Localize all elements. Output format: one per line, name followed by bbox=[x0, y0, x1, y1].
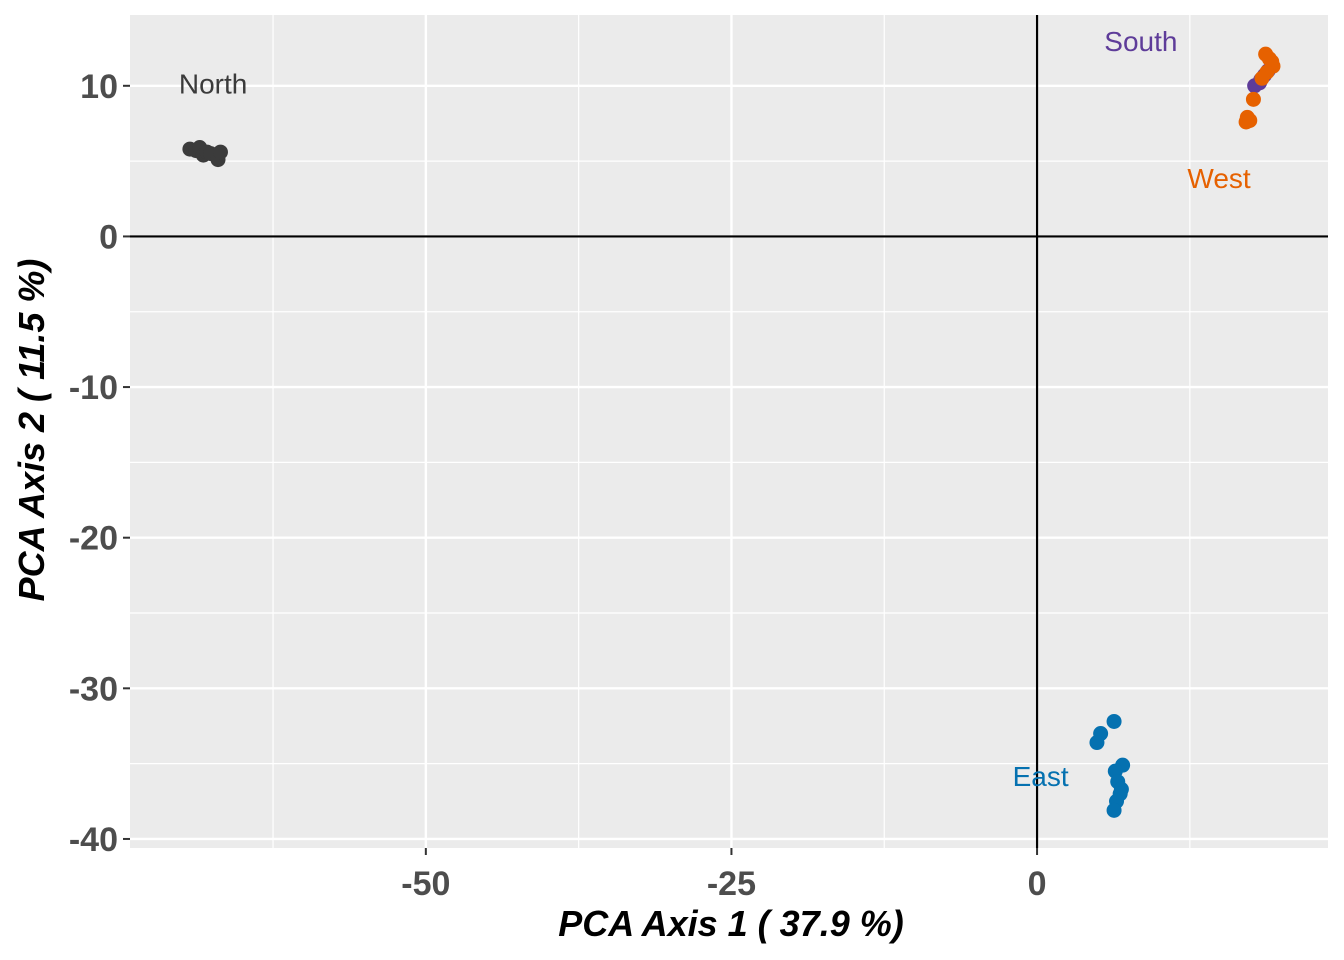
grid-minor bbox=[130, 15, 1328, 848]
x-axis-ticks: -50 -25 0 bbox=[401, 848, 1047, 903]
y-tick-label: -30 bbox=[69, 670, 118, 708]
y-axis-title: PCA Axis 2 ( 11.5 %) bbox=[11, 259, 52, 602]
panel-background bbox=[130, 15, 1328, 848]
x-tick-label: -50 bbox=[401, 865, 450, 903]
point-north bbox=[212, 144, 228, 160]
y-tick-label: 0 bbox=[99, 218, 118, 256]
y-tick-label: -20 bbox=[69, 520, 118, 558]
y-tick-label: -10 bbox=[69, 369, 118, 407]
group-label-north: North bbox=[179, 68, 247, 99]
point-west bbox=[1254, 70, 1270, 86]
group-label-south: South bbox=[1104, 26, 1177, 57]
y-tick-label: -40 bbox=[69, 821, 118, 859]
group-labels: North South West East bbox=[179, 26, 1251, 792]
group-label-east: East bbox=[1013, 761, 1069, 792]
reference-lines bbox=[130, 15, 1328, 848]
point-east bbox=[1089, 735, 1105, 751]
x-tick-label: 0 bbox=[1028, 865, 1047, 903]
point-east bbox=[1106, 802, 1122, 818]
y-axis-ticks: 10 0 -10 -20 -30 -40 bbox=[69, 68, 130, 859]
point-west bbox=[1245, 91, 1261, 107]
group-label-west: West bbox=[1187, 163, 1250, 194]
x-tick-label: -25 bbox=[707, 865, 756, 903]
x-axis-title: PCA Axis 1 ( 37.9 %) bbox=[558, 903, 903, 944]
point-east bbox=[1106, 713, 1122, 729]
y-tick-label: 10 bbox=[80, 68, 118, 106]
data-points bbox=[182, 46, 1281, 818]
point-west bbox=[1242, 112, 1258, 128]
point-west bbox=[1261, 51, 1277, 67]
